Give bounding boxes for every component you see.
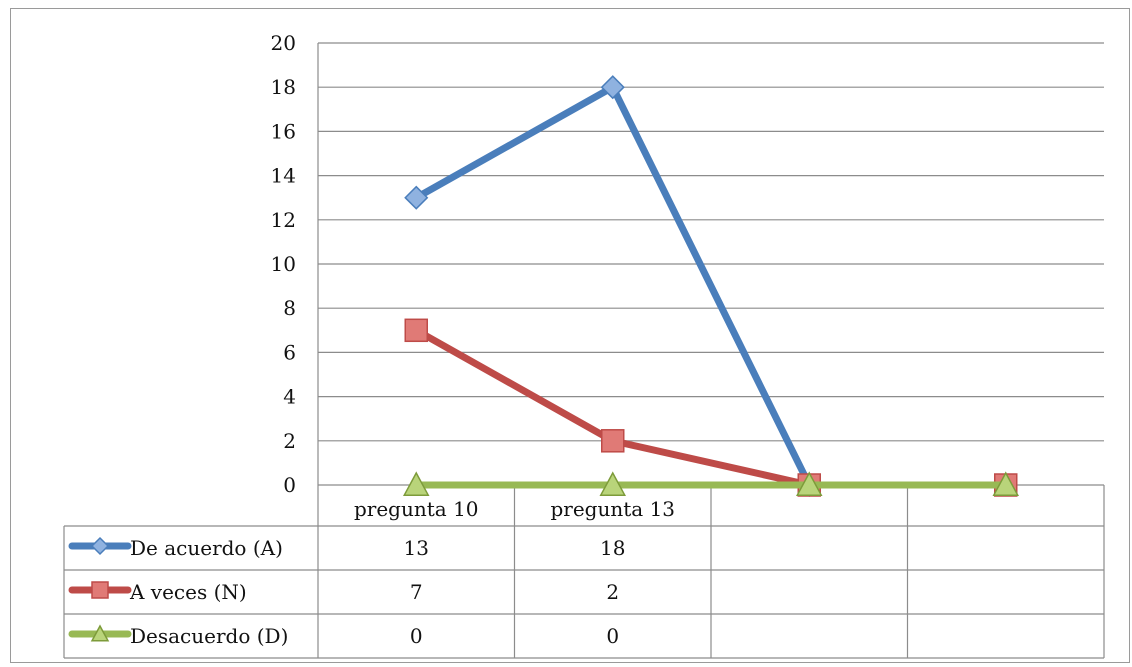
data-point: [404, 185, 429, 210]
legend-key-marker: [90, 536, 110, 556]
y-tick-label: 8: [283, 296, 296, 320]
data-label: 7: [410, 580, 423, 604]
series-name-label: De acuerdo (A): [130, 536, 283, 560]
y-tick-label: 2: [283, 429, 296, 453]
y-tick-label: 18: [271, 75, 296, 99]
y-tick-label: 16: [271, 119, 296, 143]
data-table: pregunta 10 pregunta 13 De acuerdo (A) 13 18…: [63, 485, 1105, 659]
data-point: [601, 429, 625, 453]
data-point: [599, 471, 627, 496]
data-point: [795, 471, 823, 496]
data-label: 2: [606, 580, 619, 604]
legend-key-marker: [91, 581, 109, 599]
chart-frame: [10, 8, 1130, 663]
data-point: [402, 471, 430, 496]
data-point: [600, 75, 625, 100]
series-line: [414, 83, 813, 487]
y-tick-label: 10: [271, 252, 296, 276]
series-name-label: Desacuerdo (D): [130, 624, 288, 648]
gridlines: [317, 42, 1104, 486]
y-tick-label: 20: [271, 31, 296, 55]
data-point: [992, 471, 1020, 496]
legend-key-marker: [90, 624, 110, 642]
data-label: 13: [404, 536, 429, 560]
y-tick-label: 14: [271, 164, 296, 188]
y-axis-ticks: 0 2 4 6 8 10 12 14 16 18 20: [271, 31, 296, 497]
y-tick-label: 6: [283, 340, 296, 364]
data-point: [404, 318, 428, 343]
y-tick-label: 4: [283, 385, 296, 409]
data-label: 0: [410, 624, 423, 648]
series-name-label: A veces (N): [129, 580, 247, 604]
data-label: 0: [606, 624, 619, 648]
y-tick-label: 12: [271, 208, 296, 232]
series-lines: [402, 75, 1020, 498]
data-label: 18: [600, 536, 625, 560]
x-category-label: pregunta 10: [354, 497, 479, 521]
y-tick-label: 0: [283, 473, 296, 497]
series-line: [414, 327, 1006, 489]
x-category-label: pregunta 13: [550, 497, 675, 521]
